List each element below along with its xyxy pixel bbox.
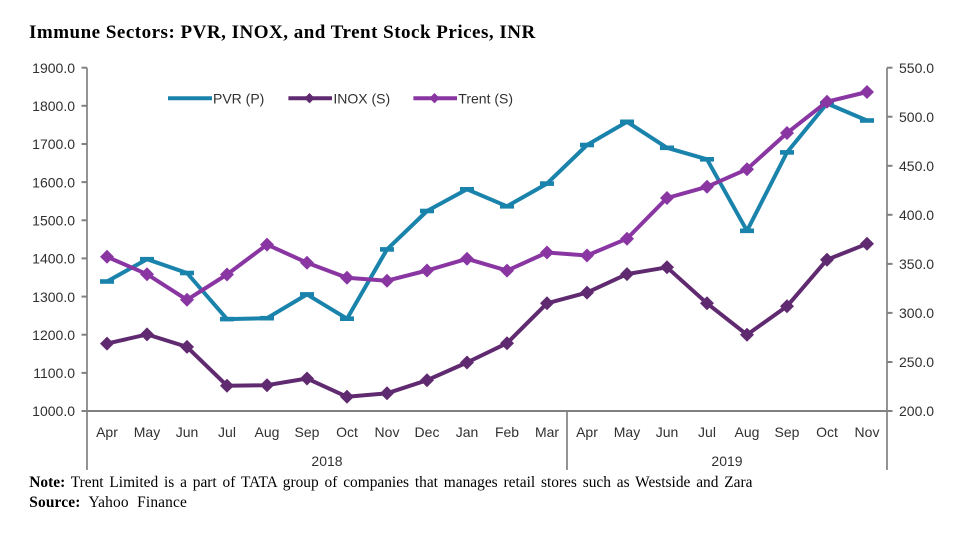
svg-text:May: May: [614, 424, 640, 440]
svg-text:INOX (S): INOX (S): [333, 90, 390, 106]
svg-text:Nov: Nov: [855, 424, 880, 440]
svg-text:1300.0: 1300.0: [32, 289, 75, 305]
svg-text:Feb: Feb: [495, 424, 519, 440]
svg-text:May: May: [134, 424, 160, 440]
svg-text:Mar: Mar: [535, 424, 559, 440]
svg-text:Jul: Jul: [218, 424, 236, 440]
svg-text:Oct: Oct: [336, 424, 358, 440]
svg-text:Trent (S): Trent (S): [458, 90, 513, 106]
svg-text:500.0: 500.0: [899, 109, 934, 125]
svg-text:200.0: 200.0: [899, 403, 934, 419]
svg-text:Sep: Sep: [295, 424, 320, 440]
svg-text:1900.0: 1900.0: [32, 60, 75, 76]
svg-text:Jan: Jan: [456, 424, 479, 440]
svg-text:400.0: 400.0: [899, 207, 934, 223]
svg-text:1800.0: 1800.0: [32, 98, 75, 114]
svg-text:Jul: Jul: [698, 424, 716, 440]
svg-text:1600.0: 1600.0: [32, 174, 75, 190]
svg-text:1000.0: 1000.0: [32, 403, 75, 419]
svg-text:Apr: Apr: [576, 424, 598, 440]
svg-text:1100.0: 1100.0: [33, 365, 75, 381]
svg-text:PVR (P): PVR (P): [213, 90, 264, 106]
svg-text:Jun: Jun: [176, 424, 199, 440]
svg-text:Aug: Aug: [255, 424, 280, 440]
svg-text:1700.0: 1700.0: [32, 136, 75, 152]
svg-text:Apr: Apr: [96, 424, 118, 440]
svg-text:250.0: 250.0: [899, 354, 934, 370]
svg-text:Aug: Aug: [735, 424, 760, 440]
svg-text:Dec: Dec: [415, 424, 440, 440]
svg-text:450.0: 450.0: [899, 158, 934, 174]
svg-text:Nov: Nov: [375, 424, 400, 440]
svg-text:Sep: Sep: [775, 424, 800, 440]
svg-text:2019: 2019: [711, 453, 742, 469]
svg-text:350.0: 350.0: [899, 256, 934, 272]
svg-text:1200.0: 1200.0: [32, 327, 75, 343]
svg-text:2018: 2018: [311, 453, 342, 469]
svg-text:550.0: 550.0: [899, 60, 934, 76]
svg-text:Jun: Jun: [656, 424, 679, 440]
svg-text:1500.0: 1500.0: [32, 213, 75, 229]
svg-text:300.0: 300.0: [899, 305, 934, 321]
svg-text:Oct: Oct: [816, 424, 838, 440]
svg-text:1400.0: 1400.0: [32, 251, 75, 267]
